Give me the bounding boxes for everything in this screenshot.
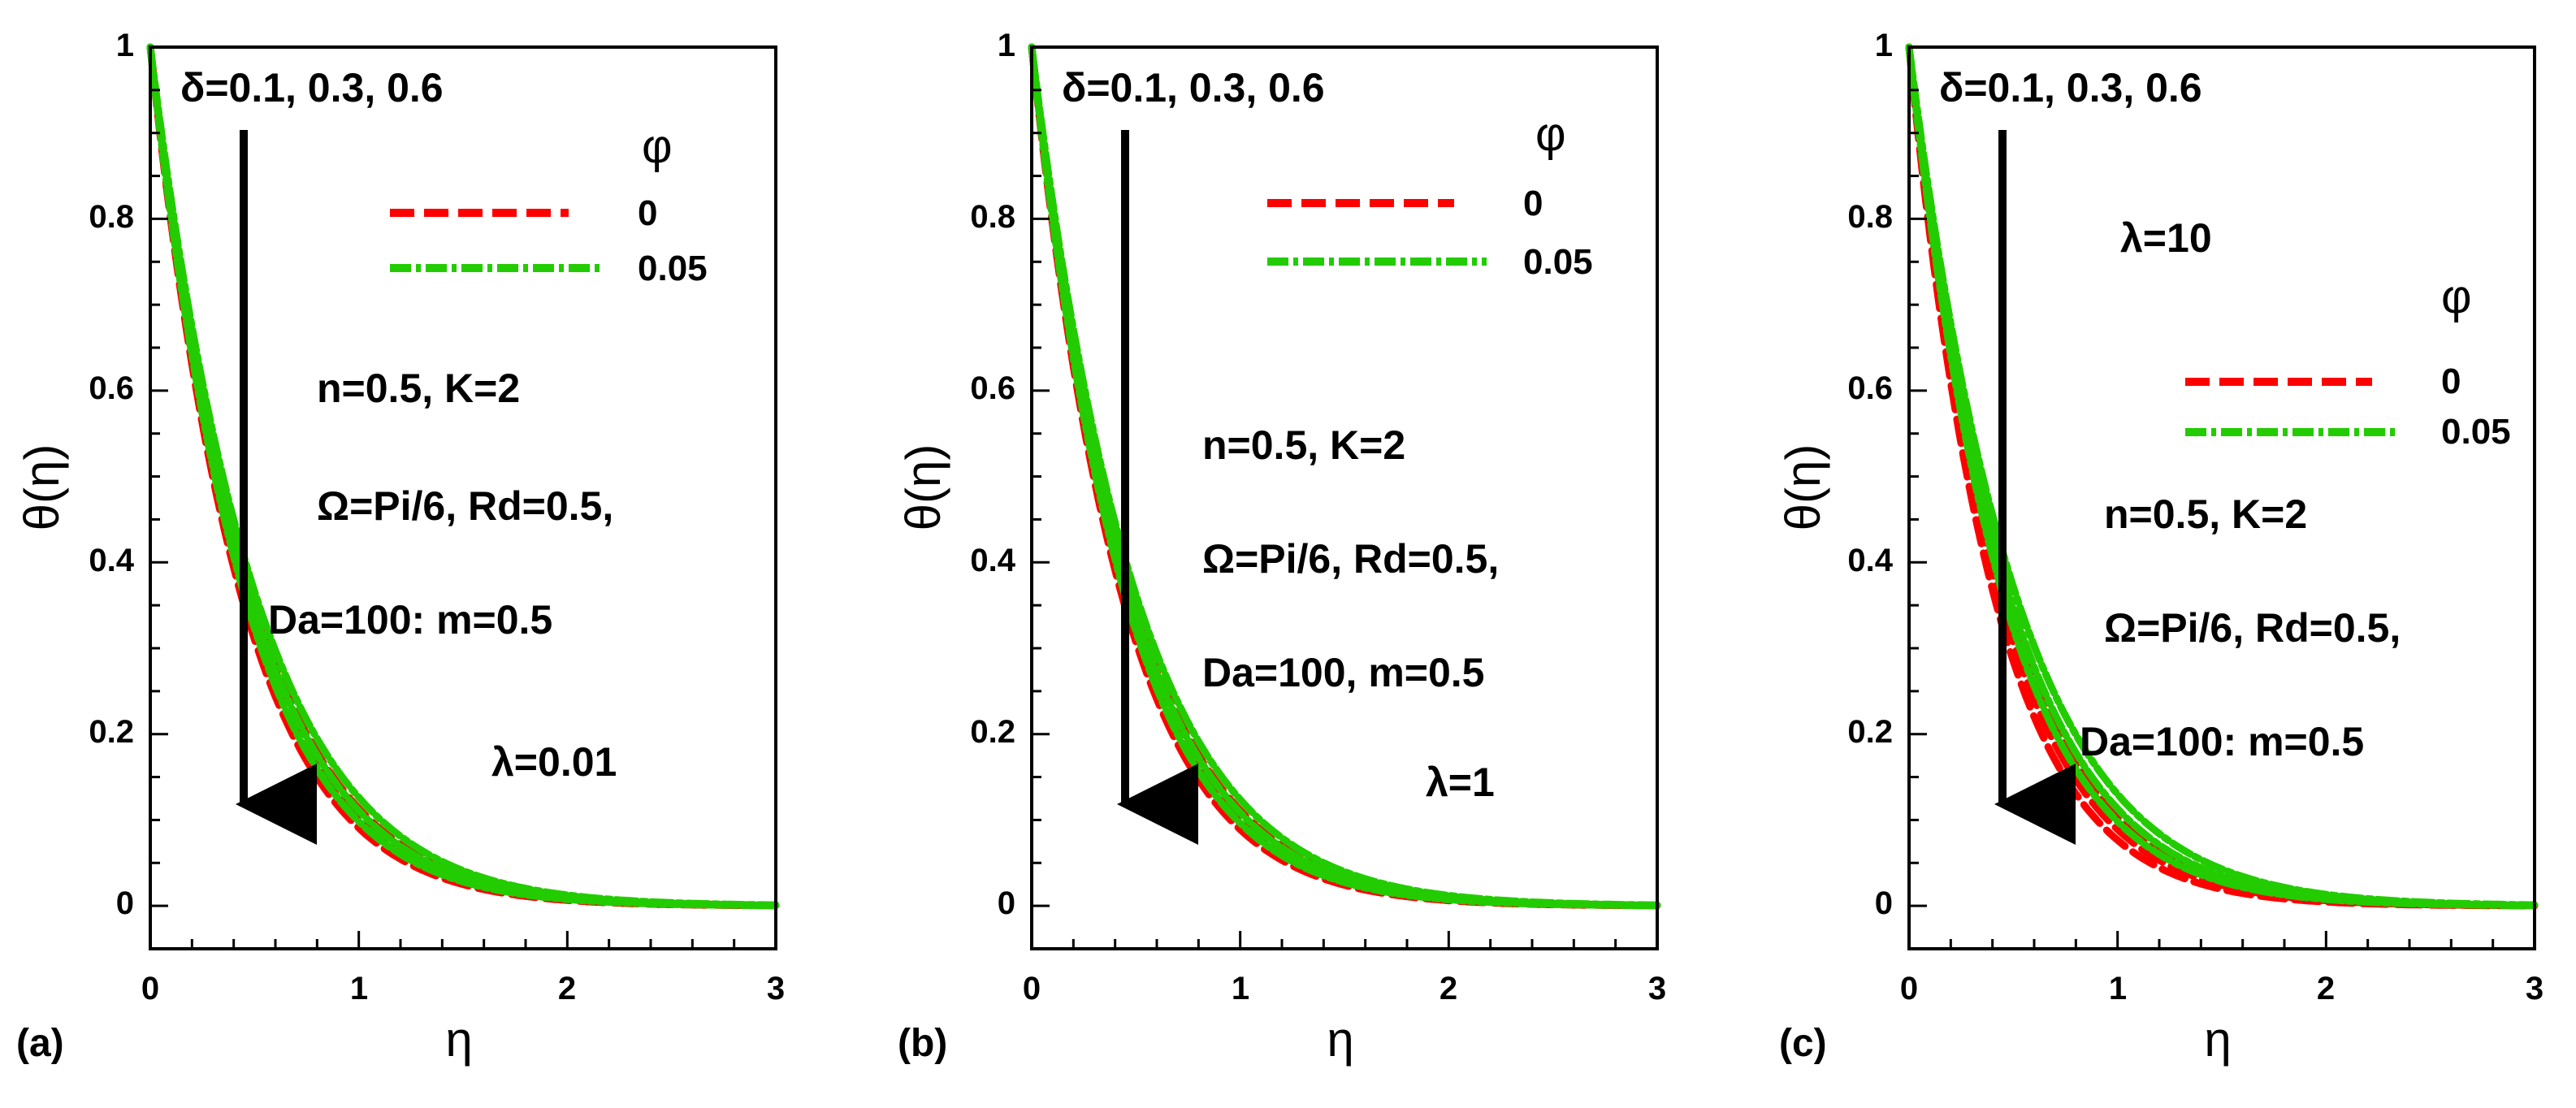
ytick-label-c-1: 1 xyxy=(1875,28,1893,63)
y-axis-label-b: θ(η) xyxy=(896,444,950,531)
params-annotation-1-c: n=0.5, K=2 xyxy=(2104,491,2307,537)
panel-a: 1 0.8 0.6 0.4 0.2 0 0 1 2 3 η θ(η) (a) δ… xyxy=(15,28,785,1067)
legend-title-c: φ xyxy=(2441,271,2472,323)
params-annotation-3-b: Da=100, m=0.5 xyxy=(1202,650,1485,695)
ytick-label-b-0: 0 xyxy=(998,885,1015,921)
plot-frame-c xyxy=(1907,45,2536,950)
x-axis-label-c: η xyxy=(2204,1012,2231,1067)
legend-label-0-a: 0 xyxy=(638,193,657,233)
series-line-a-6 xyxy=(146,43,780,909)
curves-c xyxy=(1905,43,2539,910)
x-axis-label-a: η xyxy=(445,1012,472,1067)
ytick-label-a-1: 1 xyxy=(116,28,134,63)
ytick-label-c-0.8: 0.8 xyxy=(1847,199,1893,235)
legend-title-a: φ xyxy=(642,120,673,173)
delta-annotation-c: δ=0.1, 0.3, 0.6 xyxy=(1939,65,2202,110)
delta-annotation-b: δ=0.1, 0.3, 0.6 xyxy=(1062,65,1325,110)
legend-label-005-b: 0.05 xyxy=(1523,242,1593,282)
xtick-label-a-2: 2 xyxy=(558,971,576,1006)
ytick-label-c-0.2: 0.2 xyxy=(1847,714,1893,750)
plot-frame-a xyxy=(149,45,777,950)
ticks-b xyxy=(1030,45,1659,949)
ytick-label-b-0.8: 0.8 xyxy=(970,199,1015,235)
xtick-label-b-2: 2 xyxy=(1440,971,1457,1006)
params-annotation-1-b: n=0.5, K=2 xyxy=(1202,422,1405,468)
panel-c: 1 0.8 0.6 0.4 0.2 0 0 1 2 3 η θ(η) (c) δ… xyxy=(1776,28,2544,1067)
xtick-label-c-1: 1 xyxy=(2109,971,2127,1006)
series-line-b-6 xyxy=(1028,43,1661,909)
params-annotation-2-c: Ω=Pi/6, Rd=0.5, xyxy=(2104,605,2401,651)
ticks-a xyxy=(149,45,777,949)
panel-label-c: (c) xyxy=(1779,1022,1827,1065)
curves-a xyxy=(146,43,780,910)
xtick-label-c-2: 2 xyxy=(2317,971,2335,1006)
legend-label-005-c: 0.05 xyxy=(2441,412,2511,452)
params-annotation-2-b: Ω=Pi/6, Rd=0.5, xyxy=(1202,536,1499,582)
params-annotation-3-a: Da=100: m=0.5 xyxy=(268,597,552,643)
ytick-label-a-0.2: 0.2 xyxy=(89,714,134,750)
y-axis-label-a: θ(η) xyxy=(15,444,69,531)
xtick-label-b-1: 1 xyxy=(1232,971,1249,1006)
series-line-c-6 xyxy=(1905,43,2539,909)
xtick-label-c-3: 3 xyxy=(2526,971,2544,1006)
legend-title-b: φ xyxy=(1535,108,1566,161)
ytick-label-b-0.6: 0.6 xyxy=(970,370,1015,406)
plot-frame-b xyxy=(1030,45,1659,950)
lambda-annotation-a: λ=0.01 xyxy=(491,739,617,785)
ytick-label-b-1: 1 xyxy=(998,28,1015,63)
lambda-annotation-b: λ=1 xyxy=(1426,760,1495,805)
params-annotation-1-a: n=0.5, K=2 xyxy=(317,366,520,411)
xtick-label-a-3: 3 xyxy=(767,971,785,1006)
params-annotation-3-c: Da=100: m=0.5 xyxy=(2080,719,2364,764)
xtick-label-c-0: 0 xyxy=(1900,971,1918,1006)
x-axis-label-b: η xyxy=(1327,1012,1353,1067)
lambda-annotation-c: λ=10 xyxy=(2120,215,2212,261)
panel-b: 1 0.8 0.6 0.4 0.2 0 0 1 2 3 η θ(η) (b) δ… xyxy=(896,28,1666,1067)
xtick-label-b-0: 0 xyxy=(1023,971,1041,1006)
xtick-label-a-0: 0 xyxy=(141,971,159,1006)
xtick-label-b-3: 3 xyxy=(1648,971,1666,1006)
xtick-label-a-1: 1 xyxy=(350,971,368,1006)
ytick-label-a-0.8: 0.8 xyxy=(89,199,134,235)
ytick-label-c-0.6: 0.6 xyxy=(1847,370,1893,406)
delta-annotation-a: δ=0.1, 0.3, 0.6 xyxy=(180,65,444,110)
ytick-label-b-0.2: 0.2 xyxy=(970,714,1015,750)
ticks-c xyxy=(1907,45,2536,949)
ytick-label-a-0.4: 0.4 xyxy=(89,543,134,578)
y-axis-label-c: θ(η) xyxy=(1776,444,1830,531)
curves-b xyxy=(1028,43,1661,910)
legend-label-005-a: 0.05 xyxy=(638,249,708,288)
legend-label-0-b: 0 xyxy=(1523,184,1543,223)
ytick-label-b-0.4: 0.4 xyxy=(970,543,1015,578)
panel-label-b: (b) xyxy=(898,1022,947,1065)
panel-label-a: (a) xyxy=(16,1022,64,1065)
ytick-label-a-0.6: 0.6 xyxy=(89,370,134,406)
ytick-label-c-0.4: 0.4 xyxy=(1847,543,1893,578)
params-annotation-2-a: Ω=Pi/6, Rd=0.5, xyxy=(317,483,613,529)
ytick-label-a-0: 0 xyxy=(116,885,134,921)
ytick-label-c-0: 0 xyxy=(1875,885,1893,921)
legend-label-0-c: 0 xyxy=(2441,361,2461,401)
